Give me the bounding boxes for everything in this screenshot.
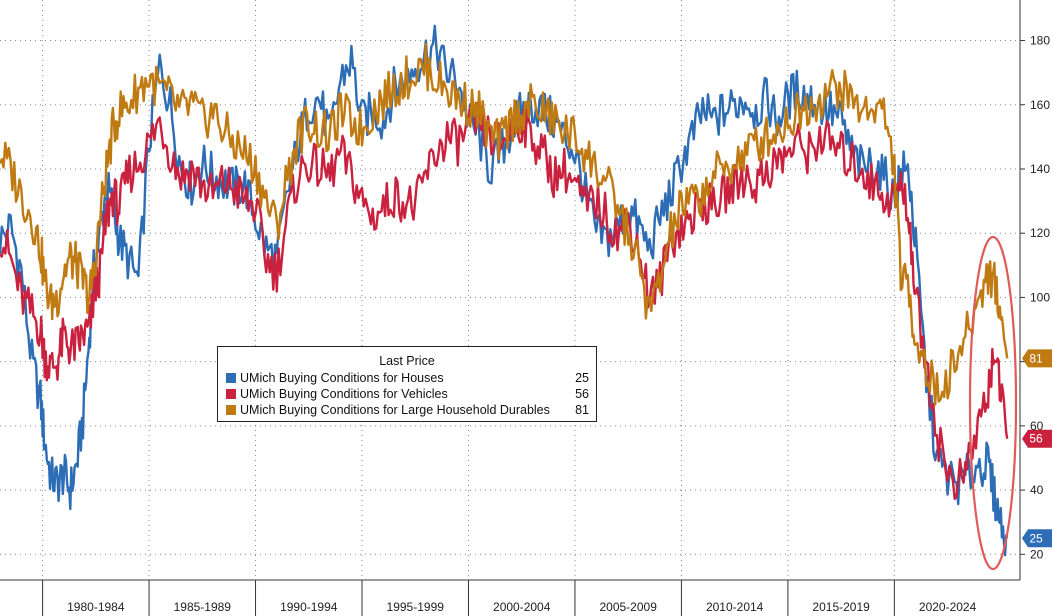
x-tick-label: 1985-1989 <box>174 600 232 614</box>
last-value-tag-0: 25 <box>1022 529 1052 548</box>
legend-value-houses: 25 <box>575 371 589 385</box>
last-value-tag-2: 81 <box>1022 349 1052 368</box>
legend-item-durables: UMich Buying Conditions for Large Househ… <box>218 402 596 418</box>
last-value-tags: 25 56 81 <box>1022 349 1052 548</box>
last-value-tag-bg <box>1022 349 1052 368</box>
legend-item-houses: UMich Buying Conditions for Houses 25 <box>218 370 596 386</box>
plot-area <box>0 24 1009 557</box>
last-value-tag-bg <box>1022 429 1052 448</box>
highlight-ellipse <box>968 235 1018 571</box>
legend-swatch-houses <box>226 373 236 383</box>
x-tick-label: 1980-1984 <box>67 600 125 614</box>
y-tick-label: 180 <box>1030 34 1050 48</box>
x-tick-label: 2010-2014 <box>706 600 764 614</box>
series-line-0 <box>0 24 1009 557</box>
legend-value-vehicles: 56 <box>575 387 589 401</box>
legend-swatch-durables <box>226 405 236 415</box>
last-value-tag-bg <box>1022 529 1052 548</box>
last-value-tag-1: 56 <box>1022 429 1052 448</box>
y-axis: 20406080100120140160180 <box>1019 0 1050 580</box>
last-value-tag-label: 56 <box>1029 432 1043 446</box>
legend-item-vehicles: UMich Buying Conditions for Vehicles 56 <box>218 386 596 402</box>
x-tick-label: 2020-2024 <box>919 600 977 614</box>
legend-label-vehicles: UMich Buying Conditions for Vehicles <box>240 387 448 401</box>
x-tick-label: 2000-2004 <box>493 600 551 614</box>
x-tick-label: 1990-1994 <box>280 600 338 614</box>
legend-title: Last Price <box>379 354 435 368</box>
y-tick-label: 40 <box>1030 483 1044 497</box>
y-tick-label: 160 <box>1030 98 1050 112</box>
y-tick-label: 120 <box>1030 226 1050 240</box>
series-line-2 <box>0 43 1009 406</box>
x-tick-label: 2015-2019 <box>812 600 870 614</box>
x-tick-label: 1995-1999 <box>387 600 445 614</box>
gridlines <box>0 0 1020 580</box>
x-tick-label: 2005-2009 <box>599 600 657 614</box>
x-axis: 1980-1984 1985-1989 1990-1994 1995-1999 2000… <box>0 579 1020 616</box>
series-line-1 <box>0 101 1009 501</box>
last-value-tag-label: 25 <box>1029 531 1043 545</box>
legend-value-durables: 81 <box>575 403 589 417</box>
legend: Last Price UMich Buying Conditions for H… <box>217 346 597 422</box>
legend-label-durables: UMich Buying Conditions for Large Househ… <box>240 403 550 417</box>
legend-label-houses: UMich Buying Conditions for Houses <box>240 371 444 385</box>
y-tick-label: 140 <box>1030 162 1050 176</box>
legend-swatch-vehicles <box>226 389 236 399</box>
y-tick-label: 100 <box>1030 290 1050 304</box>
y-tick-label: 20 <box>1030 547 1044 561</box>
y-tick-label: 60 <box>1030 419 1044 433</box>
last-value-tag-label: 81 <box>1029 351 1043 365</box>
